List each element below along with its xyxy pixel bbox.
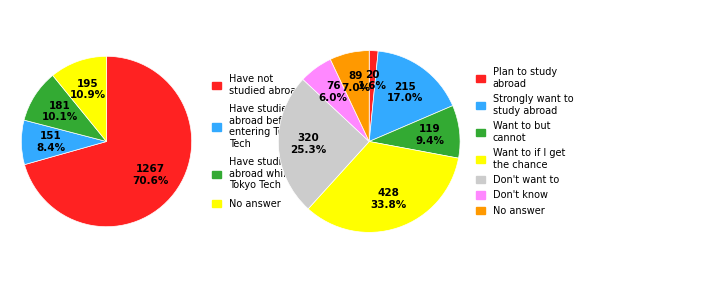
- Wedge shape: [369, 51, 378, 142]
- Wedge shape: [53, 56, 106, 142]
- Text: 119
9.4%: 119 9.4%: [415, 124, 444, 145]
- Text: 215
17.0%: 215 17.0%: [387, 82, 423, 103]
- Text: 1267
70.6%: 1267 70.6%: [133, 164, 169, 186]
- Legend: Plan to study
abroad, Strongly want to
study abroad, Want to but
cannot, Want to: Plan to study abroad, Strongly want to s…: [476, 67, 574, 216]
- Text: 76
6.0%: 76 6.0%: [319, 82, 348, 103]
- Wedge shape: [303, 59, 369, 142]
- Text: 195
10.9%: 195 10.9%: [70, 78, 106, 100]
- Text: 320
25.3%: 320 25.3%: [290, 133, 327, 155]
- Text: 89
7.0%: 89 7.0%: [342, 71, 371, 93]
- Text: 428
33.8%: 428 33.8%: [371, 188, 407, 210]
- Wedge shape: [24, 75, 106, 142]
- Text: 181
10.1%: 181 10.1%: [42, 101, 78, 122]
- Wedge shape: [25, 56, 192, 227]
- Wedge shape: [308, 142, 459, 232]
- Wedge shape: [278, 80, 369, 209]
- Text: 151
8.4%: 151 8.4%: [36, 131, 66, 153]
- Legend: Have not
studied abroad, Have studied
abroad before
entering Tokyo
Tech, Have st: Have not studied abroad, Have studied ab…: [212, 74, 305, 209]
- Wedge shape: [369, 106, 460, 158]
- Wedge shape: [369, 51, 453, 142]
- Wedge shape: [21, 120, 106, 165]
- Wedge shape: [330, 51, 369, 142]
- Text: 20
1.6%: 20 1.6%: [358, 70, 387, 91]
